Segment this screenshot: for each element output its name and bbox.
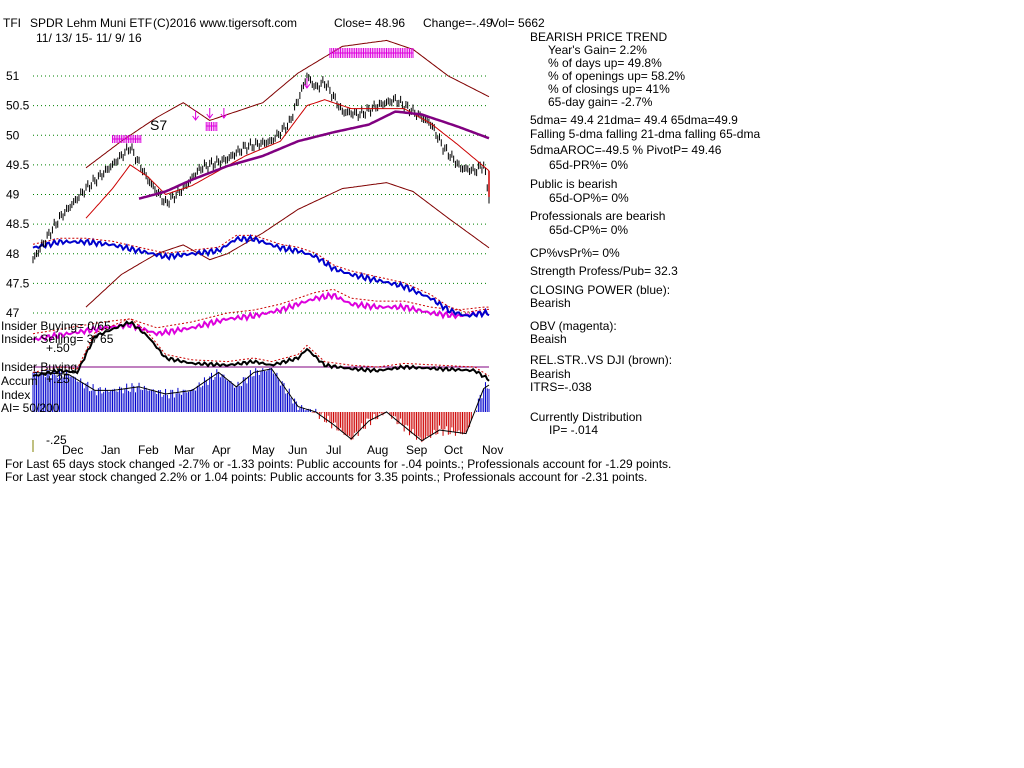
sidebar-line: % of openings up= 58.2% [548, 69, 686, 83]
y-tick-label: 49 [6, 188, 20, 202]
y-tick-label: 50 [6, 128, 20, 142]
upper-band-line [85, 39, 490, 169]
x-tick-label: Jun [288, 443, 307, 457]
s7-annotation: S7 [150, 117, 168, 133]
x-tick-label: May [252, 443, 275, 457]
x-tick-label: Mar [174, 443, 195, 457]
y-tick-label: 48 [6, 247, 20, 261]
minus25-label: -.25 [46, 433, 67, 447]
x-tick-label: Sep [406, 443, 428, 457]
sidebar-line: Professionals are bearish [530, 209, 666, 223]
insider-buying-label: Insider Buying= 0/65 [1, 319, 111, 333]
sidebar-line: IP= -.014 [549, 423, 599, 437]
sidebar-line: CLOSING POWER (blue): [530, 283, 671, 297]
ma65-line [138, 110, 490, 200]
y-tick-label: 50.5 [6, 99, 30, 113]
plus25-label: +.25 [46, 372, 70, 386]
x-tick-label: Dec [62, 443, 83, 457]
sidebar-line: % of closings up= 41% [548, 82, 670, 96]
x-tick-label: Feb [138, 443, 159, 457]
sidebar-line: CP%vsPr%= 0% [530, 246, 620, 260]
sidebar-line: Year's Gain= 2.2% [548, 43, 647, 57]
sidebar-line: 65d-OP%= 0% [549, 191, 629, 205]
y-tick-label: 47.5 [6, 276, 30, 290]
x-tick-label: Aug [367, 443, 388, 457]
sidebar-line: % of days up= 49.8% [548, 56, 662, 70]
insider-buying-label-2: Insider Buying [1, 360, 78, 374]
ai-label: AI= 50/200 [1, 401, 60, 415]
header-copyright: (C)2016 www.tigersoft.com [153, 16, 298, 30]
down-arrow-head [206, 113, 214, 119]
rel-str-ma-line [32, 317, 490, 377]
x-tick-label: Apr [212, 443, 231, 457]
closing-power-ma-line [32, 234, 489, 313]
footer-line-2: For Last year stock changed 2.2% or 1.04… [5, 470, 648, 484]
sidebar-line: REL.STR..VS DJI (brown): [530, 353, 673, 367]
closing-power-line [32, 233, 490, 319]
lower-band-line [85, 182, 490, 308]
footer-line-1: For Last 65 days stock changed -2.7% or … [5, 457, 672, 471]
down-arrow-head [192, 115, 200, 121]
sidebar-line: Currently Distribution [530, 410, 643, 424]
ma21-line [85, 99, 490, 219]
accum-label: Accum [1, 374, 38, 388]
sidebar-line: Beaish [530, 332, 567, 346]
sidebar-line: 65d-CP%= 0% [549, 223, 629, 237]
sidebar-line: BEARISH PRICE TREND [530, 30, 668, 44]
sidebar-line: Bearish [530, 367, 571, 381]
sidebar-line: 5dmaAROC=-49.5 % PivotP= 49.46 [530, 143, 722, 157]
header-volume: Vol= 5662 [491, 16, 545, 30]
down-arrow-head [220, 113, 228, 119]
index-label: Index [1, 388, 31, 402]
sidebar-line: 65-day gain= -2.7% [548, 95, 653, 109]
header-name: SPDR Lehm Muni ETF [30, 16, 153, 30]
header-close: Close= 48.96 [334, 16, 406, 30]
sidebar-line: Falling 5-dma falling 21-dma falling 65-… [530, 127, 761, 141]
y-tick-label: 47 [6, 306, 20, 320]
sidebar-line: 5dma= 49.4 21dma= 49.4 65dma=49.9 [530, 113, 738, 127]
sidebar-line: 65d-PR%= 0% [549, 158, 629, 172]
header-symbol: TFI [3, 16, 21, 30]
insider-selling-label: Insider Selling= 3/ 65 [1, 332, 114, 346]
plus50-label: +.50 [46, 341, 70, 355]
header-change: Change=-.49 [423, 16, 493, 30]
sidebar-line: Public is bearish [530, 177, 618, 191]
y-tick-label: 48.5 [6, 217, 30, 231]
obv-line [32, 291, 490, 342]
sidebar-line: ITRS=-.038 [530, 380, 592, 394]
y-tick-label: 51 [6, 69, 20, 83]
x-tick-label: Jul [326, 443, 341, 457]
y-tick-label: 49.5 [6, 158, 30, 172]
x-tick-label: Nov [482, 443, 503, 457]
sidebar-line: OBV (magenta): [530, 319, 617, 333]
x-tick-label: Oct [444, 443, 463, 457]
sidebar-line: Bearish [530, 296, 571, 310]
obv-ma-line [32, 288, 489, 335]
sidebar-line: Strength Profess/Pub= 32.3 [530, 264, 678, 278]
header-date-range: 11/ 13/ 15- 11/ 9/ 16 [36, 31, 142, 45]
down-arrow-head [303, 83, 311, 89]
x-tick-label: Jan [101, 443, 120, 457]
rel-str-line [32, 320, 490, 382]
accum-line [32, 368, 490, 442]
